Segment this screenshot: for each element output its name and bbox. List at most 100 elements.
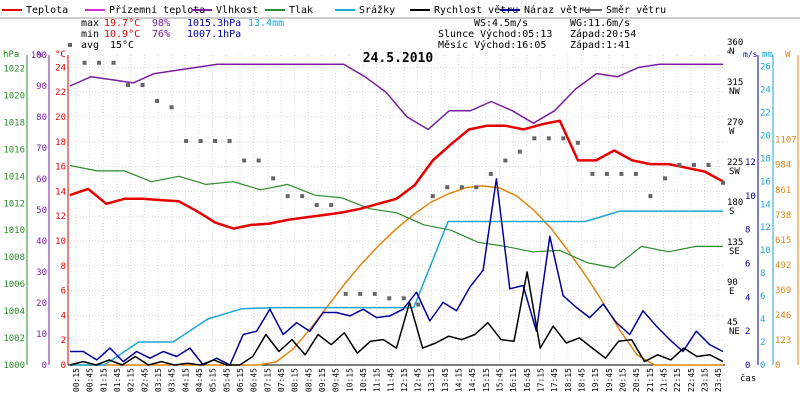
legend-label-2: Vlhkost <box>216 5 258 16</box>
temp-tick-label: 22 <box>55 88 66 98</box>
stats-moon-rise: Měsíc Východ:16:05 <box>438 39 546 51</box>
legend-label-1: Přízemní teplota <box>109 4 205 16</box>
wind-tick-label: 10 <box>745 192 756 202</box>
dir-tick-label: 45 <box>727 318 738 328</box>
wind-dir-point <box>329 203 334 207</box>
rain-tick-label: 10 <box>760 246 771 256</box>
temp-tick-label: 12 <box>55 212 66 222</box>
wind-dir-point <box>97 60 102 65</box>
series-wind-gust <box>70 178 724 366</box>
rain-tick-label: 16 <box>760 177 771 187</box>
wind-dir-point <box>445 185 450 190</box>
wind-dir-point <box>300 194 305 199</box>
rain-tick-label: 0 <box>760 361 765 371</box>
rain-tick-label: 12 <box>760 223 771 233</box>
x-tick-label: 06:15 <box>236 368 245 392</box>
wind-dir-point <box>372 291 377 296</box>
wind-dir-point <box>546 136 551 141</box>
humidity-tick-label: 70 <box>36 144 47 154</box>
humidity-tick-label: 40 <box>36 237 47 247</box>
wind-dir-point <box>184 139 189 143</box>
dir-tick-label: 180 <box>727 198 743 208</box>
stats-avg-temp: 15°C <box>110 40 134 51</box>
legend-label-5: Rychlost větru <box>434 4 518 16</box>
dir-tick-label: 270 <box>727 118 743 128</box>
wind-dir-point <box>256 158 261 163</box>
solar-tick-label: 492 <box>775 261 791 271</box>
wind-dir-point <box>590 171 595 176</box>
hpa-tick-label: 1020 <box>3 91 25 101</box>
chart-legend: Teplota Přízemní teplota Vlhkost Tlak Srážky… <box>0 0 800 19</box>
humidity-tick-label: 30 <box>36 268 47 278</box>
hpa-axis-unit: hPa <box>3 50 19 60</box>
dir-tick-compass: SW <box>729 167 740 177</box>
x-tick-label: 17:15 <box>537 368 546 392</box>
rain-tick-label: 2 <box>760 338 765 348</box>
x-tick-label: 01:45 <box>113 368 122 392</box>
series-rain <box>70 210 723 366</box>
x-tick-label: 03:45 <box>168 368 177 392</box>
hpa-tick-label: 1004 <box>3 307 25 317</box>
solar-axis-unit: W <box>785 50 791 60</box>
solar-tick-label: 369 <box>775 286 791 296</box>
wind-dir-point <box>706 163 711 167</box>
temp-tick-label: 10 <box>55 237 66 247</box>
wind-dir-point <box>430 194 435 199</box>
wind-dir-point <box>721 180 725 185</box>
x-tick-label: 05:15 <box>209 368 218 392</box>
x-tick-label: 08:15 <box>291 368 300 392</box>
legend-label-4: Srážky <box>359 4 395 16</box>
hpa-tick-label: 1010 <box>3 226 25 236</box>
humidity-tick-label: 80 <box>36 113 47 123</box>
wind-dir-point <box>227 139 232 143</box>
stats-avg-label: avg <box>81 40 99 51</box>
x-tick-label: 09:45 <box>332 368 341 392</box>
stats-moon-set: Západ:1:41 <box>570 39 630 51</box>
x-tick-label: 21:15 <box>646 368 655 392</box>
dir-axis-unit: ° <box>726 50 731 60</box>
wind-dir-point <box>387 296 392 301</box>
temp-tick-label: 2 <box>61 336 66 346</box>
rain-tick-label: 18 <box>760 154 771 164</box>
x-tick-label: 15:15 <box>482 368 491 392</box>
temp-tick-label: 8 <box>61 262 66 272</box>
x-tick-label: 11:15 <box>373 368 382 392</box>
rain-tick-label: 26 <box>760 62 771 72</box>
x-tick-label: 23:45 <box>714 368 723 392</box>
temp-tick-label: 14 <box>55 187 66 197</box>
x-tick-label: 16:15 <box>509 368 518 392</box>
wind-dir-point <box>633 171 638 176</box>
x-tick-label: 14:15 <box>455 368 464 392</box>
x-tick-label: 17:45 <box>550 368 559 392</box>
hpa-tick-label: 1012 <box>3 199 25 209</box>
dir-tick-label: 135 <box>727 238 743 248</box>
dir-tick-compass: NE <box>729 327 740 337</box>
temp-tick-label: 0 <box>61 361 66 371</box>
wind-dir-point <box>198 139 203 143</box>
chart-series <box>68 43 725 366</box>
x-tick-label: 13:45 <box>441 368 450 392</box>
stats-min-label: min <box>81 29 99 40</box>
x-tick-label: 10:45 <box>359 368 368 392</box>
rain-tick-label: 20 <box>760 131 771 141</box>
solar-tick-label: 861 <box>775 186 791 196</box>
x-tick-label: 22:45 <box>687 368 696 392</box>
dir-tick-compass: SE <box>729 247 740 257</box>
temp-tick-label: 20 <box>55 113 66 123</box>
wind-dir-point <box>358 291 363 296</box>
hpa-tick-label: 1016 <box>3 145 25 155</box>
dir-tick-label: 225 <box>727 158 743 168</box>
x-tick-label: 20:45 <box>632 368 641 392</box>
wind-dir-point <box>604 171 609 176</box>
dir-tick-label: 90 <box>727 278 738 288</box>
stats-sun-set: Západ:20:54 <box>570 28 636 40</box>
solar-tick-label: 1107 <box>775 136 797 146</box>
solar-tick-label: 984 <box>775 161 791 171</box>
stats-wg: WG:11.6m/s <box>570 18 630 29</box>
hpa-tick-label: 1014 <box>3 172 25 182</box>
rain-tick-label: 4 <box>760 315 765 325</box>
x-tick-label: 04:15 <box>181 368 190 392</box>
x-tick-label: 15:45 <box>496 368 505 392</box>
dir-tick-compass: W <box>729 127 735 137</box>
stats-min-press: 1007.1hPa <box>187 29 241 40</box>
